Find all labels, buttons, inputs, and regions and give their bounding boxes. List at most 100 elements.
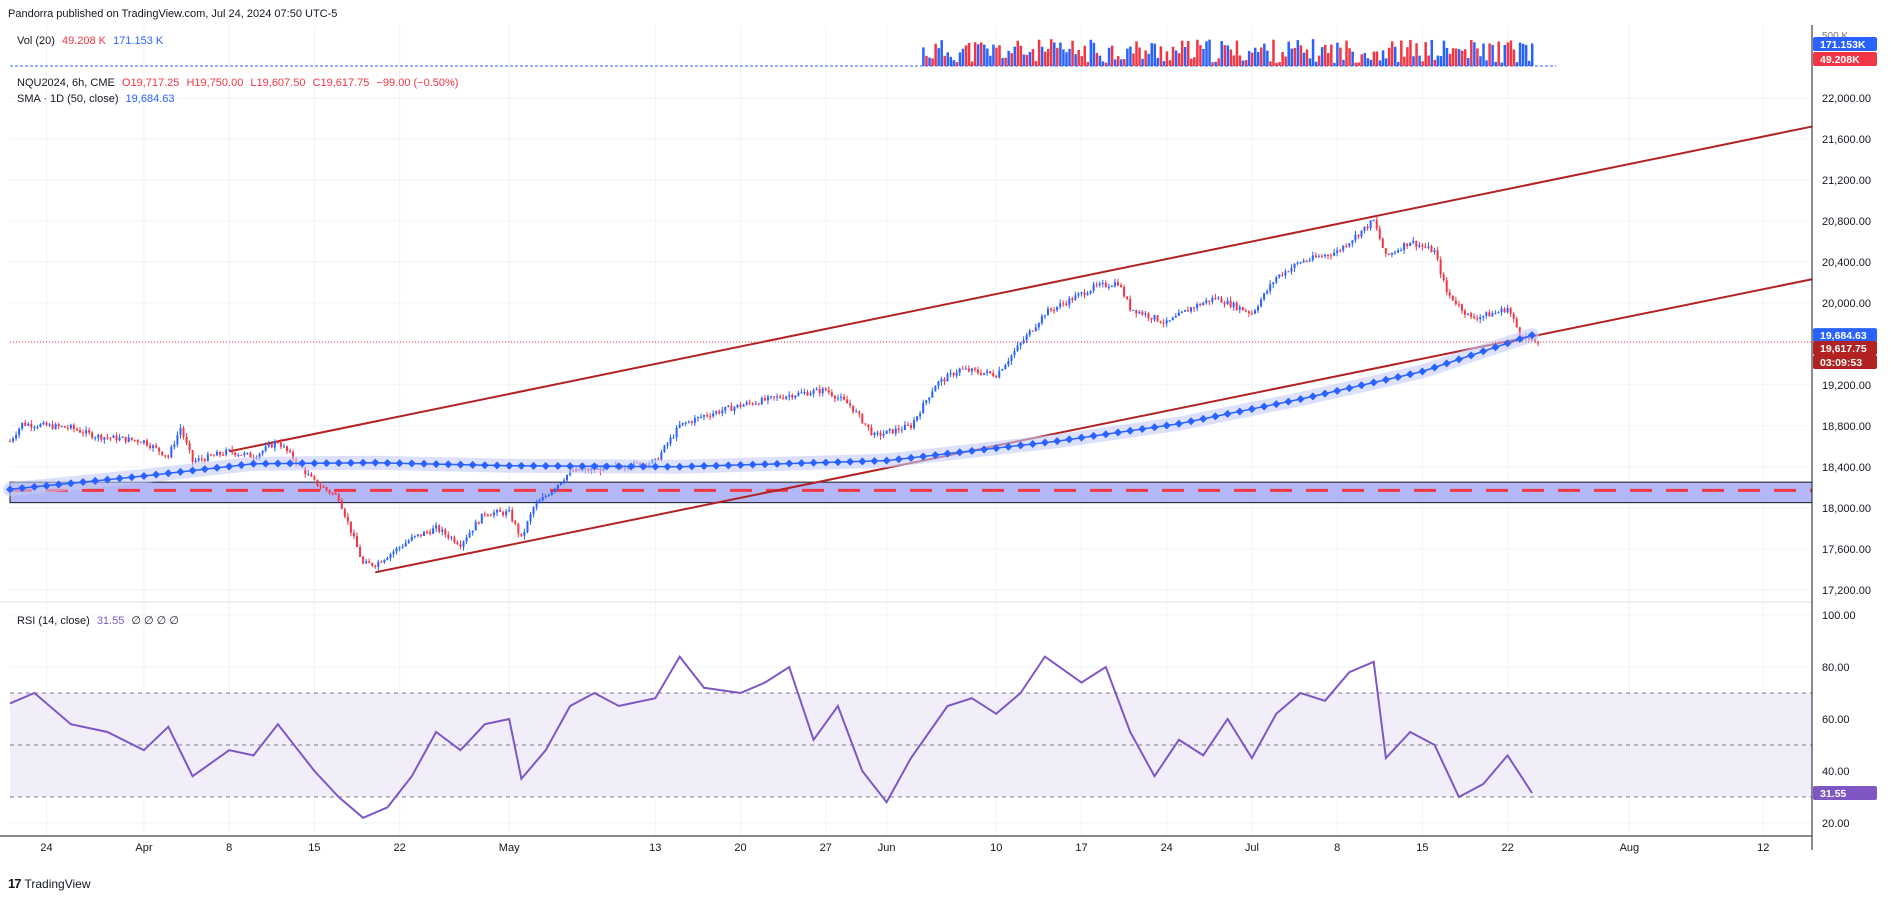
candle-body xyxy=(861,413,864,424)
sma-marker xyxy=(1357,381,1366,390)
volume-bar xyxy=(967,42,971,66)
candle-body xyxy=(377,561,380,567)
candle-body xyxy=(1171,317,1174,321)
sma-legend[interactable]: SMA · 1D (50, close) 19,684.63 xyxy=(17,93,178,105)
symbol-legend[interactable]: NQU2024, 6h, CME O19,717.25 H19,750.00 L… xyxy=(17,77,462,89)
candle-body xyxy=(1457,304,1460,306)
sma-marker xyxy=(566,462,575,471)
candle-body xyxy=(106,437,109,439)
candle-body xyxy=(1436,250,1439,260)
volume-bar xyxy=(1485,60,1488,66)
volume-bar xyxy=(1040,46,1044,66)
candle-body xyxy=(1275,277,1278,283)
candle-body xyxy=(1053,309,1056,311)
candle-body xyxy=(550,491,553,495)
candle-body xyxy=(1113,282,1116,286)
sma-marker xyxy=(785,459,794,468)
candle-body xyxy=(1433,250,1436,253)
candle-body xyxy=(843,396,846,400)
candle-body xyxy=(1214,297,1217,299)
candle-body xyxy=(535,503,538,508)
candle-body xyxy=(973,368,976,370)
candle-body xyxy=(1208,300,1211,302)
sma-marker xyxy=(1113,428,1122,437)
candle-body xyxy=(1205,300,1208,303)
sma-marker xyxy=(1467,351,1476,360)
candle-body xyxy=(51,424,54,429)
volume-bar xyxy=(1186,41,1190,66)
candle-body xyxy=(1427,246,1430,248)
volume-bar xyxy=(1470,40,1473,66)
sma-marker xyxy=(1150,423,1159,432)
candle-body xyxy=(1147,313,1150,319)
sma-line xyxy=(3,328,1539,497)
volume-bar xyxy=(1281,52,1284,66)
candle-body xyxy=(386,557,389,560)
volume-bar xyxy=(1336,42,1339,66)
published-header: Pandorra published on TradingView.com, J… xyxy=(8,8,338,20)
candle-body xyxy=(1503,308,1506,313)
volume-bar xyxy=(1424,42,1427,66)
price-tick-label: 21,600.00 xyxy=(1822,134,1871,146)
candle-body xyxy=(706,415,709,417)
candle-body xyxy=(681,422,684,425)
candle-body xyxy=(1269,284,1272,292)
candle-body xyxy=(553,488,556,492)
candle-body xyxy=(693,418,696,423)
candle-body xyxy=(371,563,374,566)
volume-bar xyxy=(1314,61,1318,66)
volume-bar xyxy=(992,44,995,66)
rsi-legend[interactable]: RSI (14, close) 31.55 ∅ ∅ ∅ ∅ xyxy=(17,614,183,627)
candle-body xyxy=(264,446,267,451)
candle-body xyxy=(197,458,200,461)
candle-body xyxy=(559,482,562,485)
tradingview-brand[interactable]: 17 TradingView xyxy=(8,876,91,891)
candle-body xyxy=(499,510,502,512)
candle-body xyxy=(1098,283,1101,286)
candle-body xyxy=(1086,293,1089,296)
volume-bar xyxy=(1065,52,1068,66)
volume-bar xyxy=(1467,57,1470,66)
candle-body xyxy=(1101,282,1104,284)
candle-body xyxy=(389,553,392,558)
candle-body xyxy=(669,437,672,444)
volume-bar xyxy=(1174,50,1178,66)
candle-body xyxy=(1354,234,1357,241)
sma-marker xyxy=(1065,435,1074,444)
candle-body xyxy=(1381,238,1384,249)
sma-marker xyxy=(1284,397,1293,406)
candle-body xyxy=(1186,310,1189,312)
volume-low-tag-bg xyxy=(1813,52,1877,66)
rsi-value-tag-bg xyxy=(1813,785,1877,800)
candle-body xyxy=(1174,315,1177,318)
candle-body xyxy=(748,402,751,404)
candle-body xyxy=(1448,292,1451,296)
candle-body xyxy=(1229,300,1232,308)
candle-body xyxy=(395,548,398,552)
candle-body xyxy=(215,452,218,456)
sma-marker xyxy=(553,462,562,471)
volume-bar xyxy=(1521,43,1525,66)
candle-body xyxy=(285,446,288,451)
sma-marker xyxy=(42,481,51,490)
volume-bar xyxy=(1284,56,1287,66)
volume-bar xyxy=(1025,54,1029,66)
volume-bar xyxy=(998,45,1001,66)
candle-body xyxy=(1287,271,1290,273)
candle-body xyxy=(362,556,365,564)
candle-body xyxy=(1403,243,1406,251)
candle-body xyxy=(1491,313,1494,317)
volume-bar xyxy=(1378,60,1382,66)
candle-body xyxy=(39,424,42,427)
candle-body xyxy=(855,411,858,413)
candle-body xyxy=(1199,304,1202,306)
volume-legend[interactable]: Vol (20) 49.208 K 171.153 K xyxy=(17,35,167,47)
candle-body xyxy=(109,437,112,439)
sma-marker xyxy=(395,459,404,468)
sma-marker xyxy=(493,461,502,470)
candle-body xyxy=(489,515,492,517)
sma-marker xyxy=(444,460,453,469)
volume-bar xyxy=(943,55,946,66)
volume-bar xyxy=(1393,46,1397,66)
